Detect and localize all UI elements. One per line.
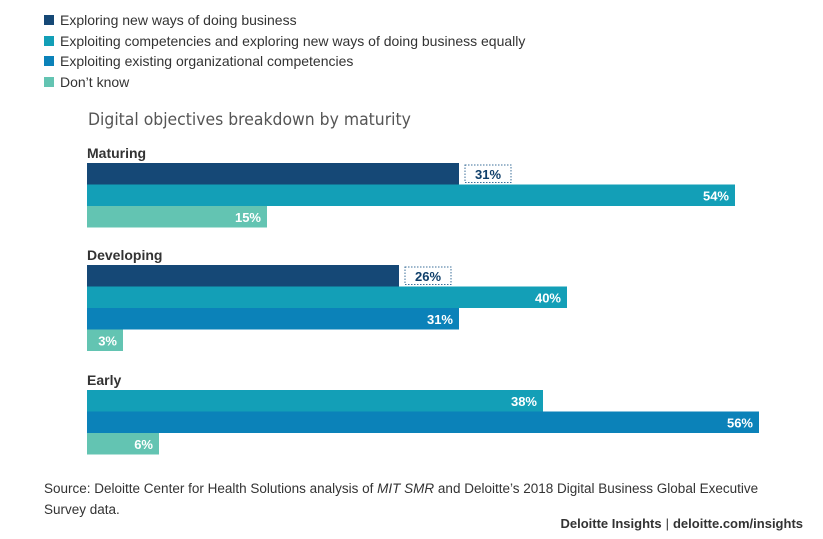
bar [87, 163, 459, 185]
group-label: Developing [87, 247, 162, 263]
source-suffix: and Deloitte’s 2018 Digital Business Glo… [44, 481, 759, 517]
legend-label: Don’t know [60, 73, 130, 90]
legend-swatch [44, 56, 54, 67]
bar-value-label: 3% [98, 333, 117, 348]
bar [87, 390, 543, 412]
bar-value-label: 56% [727, 415, 753, 430]
legend-label: Exploiting existing organizational compe… [60, 53, 354, 70]
bar [87, 308, 459, 330]
source-italic: MIT SMR [377, 481, 435, 496]
source-prefix: Source: Deloitte Center for Health Solut… [44, 481, 378, 496]
bar [87, 184, 735, 206]
footer-separator: | [665, 516, 669, 531]
bar-value-label: 26% [415, 269, 441, 284]
legend-label: Exploring new ways of doing business [60, 12, 297, 29]
group-label: Maturing [87, 145, 146, 161]
bar-value-label: 6% [134, 437, 153, 452]
bar-value-label: 54% [703, 188, 729, 203]
legend-item: Don’t know [44, 72, 525, 93]
bar [87, 265, 399, 287]
callout-box [464, 164, 512, 183]
source-note: Source: Deloitte Center for Health Solut… [44, 478, 784, 520]
bar [87, 433, 159, 455]
bar-chart: Maturing 31% 54% 15% Developing 26% 40% 31% 3% Ea… [87, 145, 759, 455]
legend-item: Exploiting existing organizational compe… [44, 51, 525, 72]
legend-item: Exploiting competencies and exploring ne… [44, 31, 525, 52]
bar-value-label: 15% [235, 210, 261, 225]
group-label: Early [87, 372, 121, 388]
legend-swatch [44, 15, 54, 26]
footer-url[interactable]: deloitte.com/insights [672, 516, 803, 531]
footer-brand: Deloitte Insights [560, 516, 662, 531]
chart-title: Digital objectives breakdown by maturity [88, 110, 411, 130]
footer-credit: Deloitte Insights | deloitte.com/insights [560, 516, 803, 531]
bar-value-label: 31% [475, 167, 501, 182]
bar [87, 411, 759, 433]
bar [87, 286, 567, 308]
chart-legend: Exploring new ways of doing business Expl… [44, 10, 525, 92]
legend-swatch [44, 35, 54, 46]
bar [87, 329, 123, 351]
bar [87, 206, 267, 228]
bar-value-label: 40% [535, 290, 561, 305]
bar-value-label: 38% [511, 394, 537, 409]
bar-value-label: 31% [427, 312, 453, 327]
legend-item: Exploring new ways of doing business [44, 10, 525, 31]
legend-label: Exploiting competencies and exploring ne… [60, 32, 526, 49]
callout-box [404, 266, 452, 285]
legend-swatch [44, 76, 54, 87]
